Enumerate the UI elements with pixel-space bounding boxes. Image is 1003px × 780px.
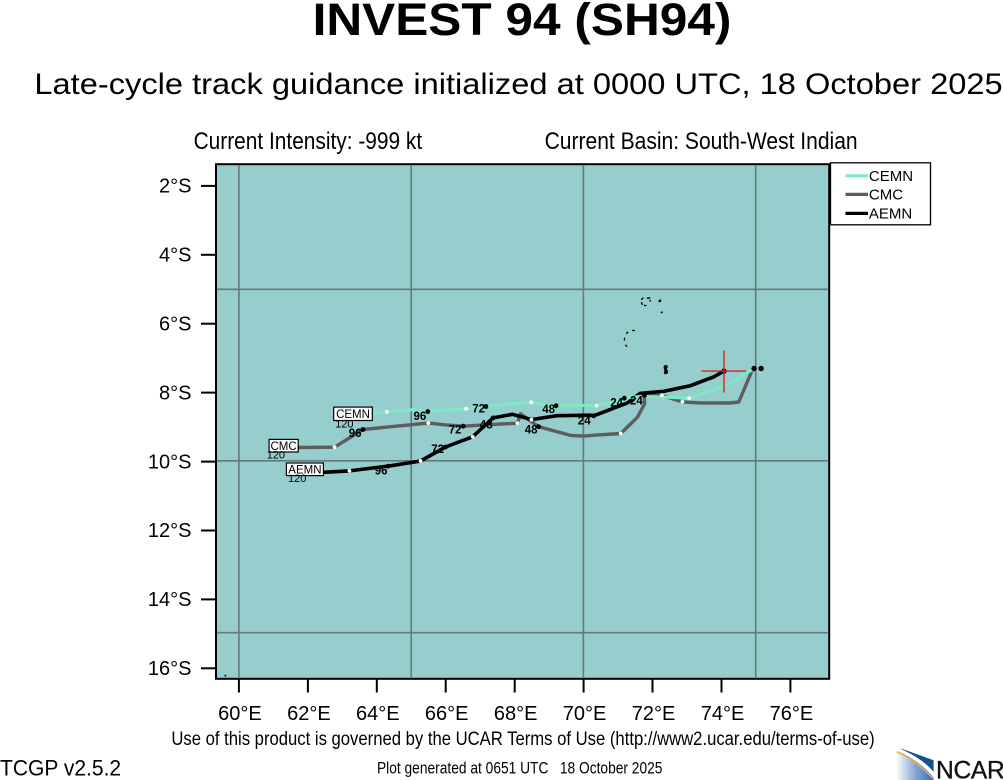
- svg-text:120: 120: [267, 449, 285, 461]
- svg-text:120: 120: [288, 473, 306, 485]
- svg-text:Current Basin: South-West Indi: Current Basin: South-West Indian: [545, 128, 858, 155]
- svg-text:96: 96: [414, 411, 427, 423]
- svg-text:60°E: 60°E: [218, 703, 262, 725]
- svg-text:48: 48: [525, 425, 538, 437]
- svg-text:AEMN: AEMN: [288, 465, 321, 477]
- svg-text:INVEST 94 (SH94): INVEST 94 (SH94): [313, 0, 732, 45]
- svg-text:CEMN: CEMN: [336, 409, 370, 421]
- svg-text:Current Intensity: -999 kt: Current Intensity: -999 kt: [194, 128, 423, 155]
- svg-text:72: 72: [449, 424, 462, 436]
- svg-text:14°S: 14°S: [148, 589, 192, 611]
- svg-text:AEMN: AEMN: [869, 206, 912, 223]
- svg-text:68°E: 68°E: [494, 703, 538, 725]
- svg-text:48: 48: [542, 404, 555, 416]
- svg-text:76°E: 76°E: [770, 703, 814, 725]
- svg-text:12°S: 12°S: [148, 520, 192, 542]
- svg-text:62°E: 62°E: [287, 703, 331, 725]
- svg-text:10°S: 10°S: [148, 451, 192, 473]
- svg-text:96: 96: [349, 428, 362, 440]
- svg-text:120: 120: [335, 419, 353, 431]
- svg-text:Use of this product is governe: Use of this product is governed by the U…: [171, 728, 874, 749]
- svg-text:74°E: 74°E: [701, 703, 745, 725]
- svg-text:96: 96: [375, 466, 388, 478]
- svg-text:4°S: 4°S: [159, 245, 191, 267]
- svg-text:6°S: 6°S: [159, 313, 191, 335]
- svg-text:CMC: CMC: [270, 441, 296, 453]
- svg-text:NCAR: NCAR: [936, 758, 1003, 780]
- svg-text:24: 24: [610, 398, 623, 410]
- svg-text:Plot generated at 0651 UTC 1: Plot generated at 0651 UTC 18 October 20…: [377, 759, 662, 777]
- svg-text:72°E: 72°E: [632, 703, 676, 725]
- svg-text:24: 24: [630, 396, 643, 408]
- svg-text:72: 72: [431, 444, 444, 456]
- svg-text:TCGP v2.5.2: TCGP v2.5.2: [0, 756, 121, 780]
- svg-text:24: 24: [578, 415, 591, 427]
- svg-text:64°E: 64°E: [356, 703, 400, 725]
- svg-text:72: 72: [472, 403, 485, 415]
- svg-text:48: 48: [480, 420, 493, 432]
- svg-text:CMC: CMC: [869, 187, 903, 204]
- svg-text:16°S: 16°S: [148, 658, 192, 680]
- svg-text:70°E: 70°E: [563, 703, 607, 725]
- svg-text:2°S: 2°S: [159, 176, 191, 198]
- svg-text:8°S: 8°S: [159, 382, 191, 404]
- svg-text:Late-cycle track guidance init: Late-cycle track guidance initialized at…: [34, 67, 1002, 100]
- svg-text:66°E: 66°E: [425, 703, 469, 725]
- svg-text:CEMN: CEMN: [869, 168, 913, 185]
